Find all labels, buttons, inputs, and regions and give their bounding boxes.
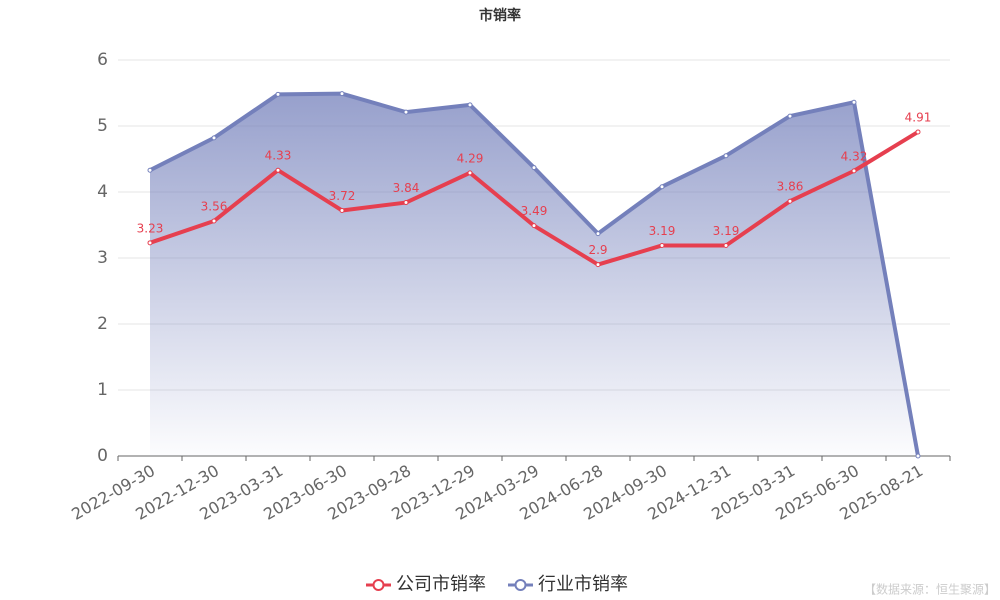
point — [915, 129, 921, 135]
point — [147, 167, 153, 173]
point — [595, 231, 601, 237]
legend-label: 行业市销率 — [538, 574, 628, 595]
data-label: 3.19 — [649, 224, 676, 238]
point — [595, 262, 601, 268]
legend: 公司市销率 行业市销率 — [366, 574, 628, 595]
point — [403, 109, 409, 115]
point — [467, 170, 473, 176]
point — [211, 218, 217, 224]
point — [275, 91, 281, 97]
area — [150, 93, 918, 456]
point — [531, 165, 537, 171]
y-tick-label: 2 — [97, 314, 108, 334]
point — [275, 167, 281, 173]
data-label: 4.29 — [457, 151, 484, 165]
y-tick-label: 0 — [97, 446, 108, 466]
data-label: 4.33 — [265, 149, 292, 163]
point — [147, 240, 153, 246]
point — [339, 207, 345, 213]
point — [723, 153, 729, 159]
y-tick-label: 3 — [97, 248, 108, 268]
point — [467, 102, 473, 108]
point — [659, 184, 665, 190]
data-label: 3.56 — [201, 200, 228, 214]
point — [787, 198, 793, 204]
legend-marker — [514, 579, 527, 591]
legend-marker — [372, 579, 385, 591]
data-label: 3.84 — [393, 181, 420, 195]
point — [851, 99, 857, 105]
data-label: 3.86 — [777, 180, 804, 194]
point — [787, 113, 793, 119]
data-label: 2.9 — [588, 243, 607, 257]
point — [915, 453, 921, 459]
y-tick-label: 6 — [97, 50, 108, 70]
y-tick-label: 1 — [97, 380, 108, 400]
data-label: 4.32 — [841, 149, 868, 163]
data-label: 3.72 — [329, 189, 356, 203]
y-tick-label: 4 — [97, 182, 108, 202]
data-label: 4.91 — [905, 110, 932, 124]
point — [851, 168, 857, 174]
data-label: 3.49 — [521, 204, 548, 218]
point — [659, 242, 665, 248]
point — [531, 223, 537, 229]
data-label: 3.23 — [137, 221, 164, 235]
chart-title: 市销率 — [479, 7, 521, 24]
point — [723, 242, 729, 248]
point — [403, 200, 409, 206]
point — [339, 91, 345, 97]
point — [211, 135, 217, 141]
source-note: 【数据来源：恒生聚源】 — [864, 582, 996, 597]
legend-label: 公司市销率 — [396, 574, 486, 595]
data-label: 3.19 — [713, 224, 740, 238]
y-tick-label: 5 — [97, 116, 108, 136]
